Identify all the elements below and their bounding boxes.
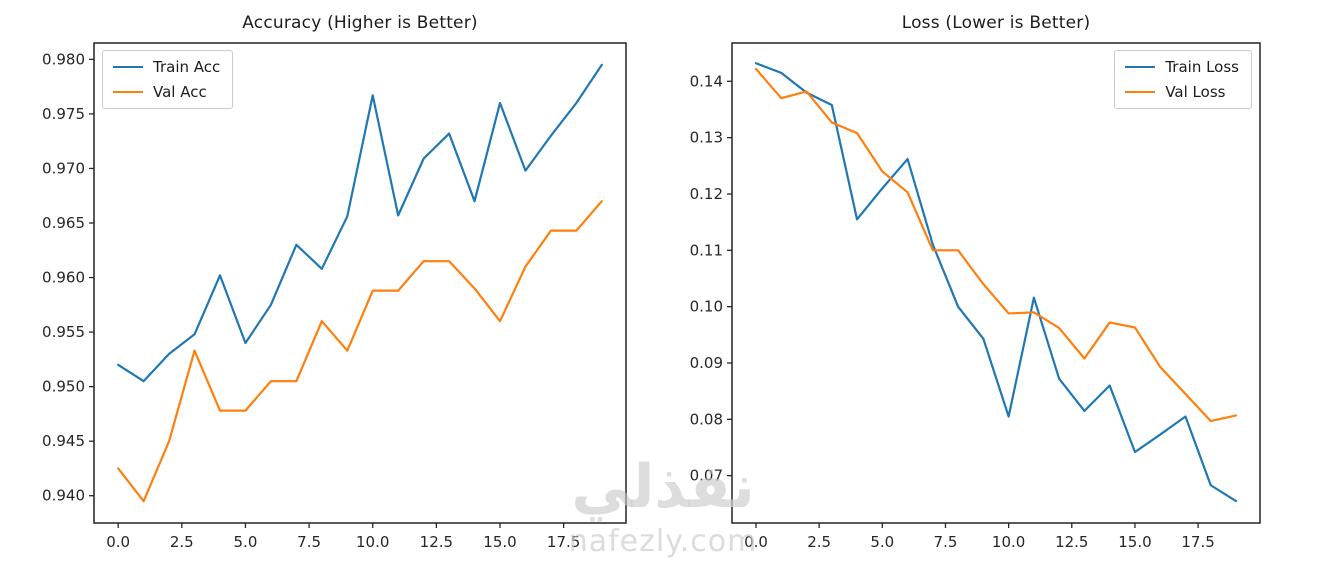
legend-item: Val Loss [1125, 83, 1239, 101]
x-tick-label: 0.0 [106, 533, 130, 551]
x-tick-label: 15.0 [483, 533, 516, 551]
legend-item: Train Acc [113, 58, 220, 76]
legend-item: Val Acc [113, 83, 220, 101]
y-tick-label: 0.09 [690, 354, 723, 372]
train-loss-line [754, 62, 1238, 503]
legend-label: Train Loss [1165, 58, 1239, 76]
y-tick-label: 0.955 [42, 323, 85, 341]
plot-border [93, 42, 627, 524]
y-tick-label: 0.11 [690, 241, 723, 259]
loss-legend: Train Loss Val Loss [1114, 50, 1252, 109]
x-tick-label: 15.0 [1118, 533, 1151, 551]
x-tick-label: 5.0 [870, 533, 894, 551]
y-tick-label: 0.950 [42, 378, 85, 396]
y-tick-label: 0.980 [42, 50, 85, 68]
train-acc-line [117, 63, 603, 383]
y-tick-label: 0.960 [42, 269, 85, 287]
y-tick-label: 0.970 [42, 159, 85, 177]
legend-item: Train Loss [1125, 58, 1239, 76]
x-tick-label: 5.0 [234, 533, 258, 551]
y-tick-label: 0.965 [42, 214, 85, 232]
y-tick-label: 0.08 [690, 410, 723, 428]
y-tick-label: 0.10 [690, 298, 723, 316]
x-tick-label: 17.5 [547, 533, 580, 551]
x-tick-label: 2.5 [807, 533, 831, 551]
val-acc-line [117, 200, 603, 503]
x-tick-label: 12.5 [1055, 533, 1088, 551]
accuracy-legend: Train Acc Val Acc [102, 50, 234, 109]
accuracy-chart-title: Accuracy (Higher is Better) [242, 13, 478, 33]
y-tick-label: 0.12 [690, 185, 723, 203]
legend-label: Train Acc [153, 58, 221, 76]
legend-label: Val Acc [153, 83, 207, 101]
x-tick-label: 7.5 [297, 533, 321, 551]
x-tick-label: 2.5 [170, 533, 194, 551]
x-tick-label: 17.5 [1181, 533, 1214, 551]
x-tick-label: 10.0 [992, 533, 1025, 551]
legend-line-swatch [113, 66, 143, 68]
x-tick-label: 0.0 [744, 533, 768, 551]
y-tick-label: 0.14 [690, 72, 723, 90]
y-tick-label: 0.940 [42, 487, 85, 505]
legend-line-swatch [1125, 91, 1156, 93]
plot-border [731, 42, 1261, 524]
y-tick-label: 0.07 [690, 467, 723, 485]
y-tick-label: 0.945 [42, 432, 85, 450]
x-tick-label: 12.5 [420, 533, 453, 551]
x-tick-label: 10.0 [356, 533, 389, 551]
loss-chart-title: Loss (Lower is Better) [901, 13, 1091, 33]
legend-label: Val Loss [1165, 83, 1226, 101]
y-tick-label: 0.975 [42, 105, 85, 123]
legend-line-swatch [113, 91, 143, 93]
legend-line-swatch [1125, 66, 1156, 68]
x-tick-label: 7.5 [934, 533, 958, 551]
val-loss-line [754, 67, 1238, 423]
y-tick-label: 0.13 [690, 129, 723, 147]
